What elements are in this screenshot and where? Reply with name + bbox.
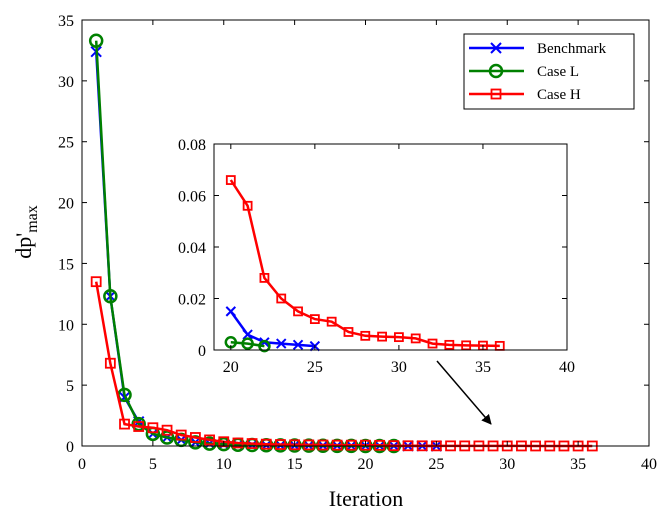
inset-point-case-h xyxy=(461,340,472,351)
main-point-case-h xyxy=(331,439,343,451)
main-point-case-l xyxy=(103,289,118,304)
main-point-case-h xyxy=(317,439,329,451)
main-x-tick-label: 35 xyxy=(570,456,586,473)
main-y-tick-label: 15 xyxy=(58,256,74,273)
x-axis-label: Iteration xyxy=(329,486,404,511)
svg-text:dp'max: dp'max xyxy=(11,205,41,259)
inset-x-tick-label: 35 xyxy=(475,359,491,376)
main-point-case-l xyxy=(202,436,217,451)
main-point-case-h xyxy=(133,421,145,432)
main-y-tick-label: 35 xyxy=(58,13,74,30)
legend: Benchmark Case L Case H xyxy=(463,33,635,110)
inset-y-tick-label: 0.04 xyxy=(178,240,206,257)
main-point-case-h xyxy=(374,439,386,451)
main-y-tick-label: 0 xyxy=(66,439,74,456)
inset-point-case-h xyxy=(293,306,303,317)
y-axis-label-subscript: max xyxy=(24,205,41,233)
inset-plot: 20 25 30 35 40 0 0.02 0.04 0.06 0.08 xyxy=(178,137,575,376)
y-axis-label-main: dp' xyxy=(11,233,36,259)
inset-point-case-h xyxy=(410,333,421,344)
main-y-tick-label: 20 xyxy=(58,196,74,213)
inset-plot-ticks: 20 25 30 35 40 0 0.02 0.04 0.06 0.08 xyxy=(178,137,575,376)
inset-point-case-l xyxy=(241,337,254,350)
main-point-case-h xyxy=(260,438,272,450)
inset-point-case-h xyxy=(427,338,438,349)
inset-point-case-h xyxy=(276,293,287,304)
main-y-tick-label: 30 xyxy=(58,74,74,91)
inset-plot-series xyxy=(224,175,505,353)
main-point-case-h xyxy=(104,357,116,369)
inset-point-benchmark xyxy=(276,338,287,349)
main-x-tick-label: 30 xyxy=(499,456,515,473)
inset-x-tick-label: 30 xyxy=(391,359,407,376)
inset-point-case-h xyxy=(259,272,270,283)
main-x-tick-label: 5 xyxy=(149,456,157,473)
inset-point-case-h xyxy=(225,175,236,185)
inset-point-benchmark xyxy=(292,339,304,351)
legend-item-case-h: Case H xyxy=(469,87,581,103)
legend-label-case-h: Case H xyxy=(537,87,581,103)
main-point-case-h xyxy=(360,439,371,451)
main-point-case-h xyxy=(246,438,258,449)
main-point-case-h xyxy=(90,276,102,288)
legend-label-case-l: Case L xyxy=(537,64,579,80)
inset-point-case-h xyxy=(343,327,354,337)
y-axis-label: dp'max xyxy=(11,205,41,259)
main-x-tick-label: 25 xyxy=(428,456,444,473)
main-point-case-h xyxy=(345,439,357,451)
inset-y-tick-label: 0.08 xyxy=(178,137,206,154)
main-x-tick-label: 10 xyxy=(216,456,232,473)
main-point-case-h xyxy=(161,424,173,436)
main-x-tick-label: 40 xyxy=(641,456,657,473)
main-point-case-h xyxy=(175,429,187,441)
inset-point-case-l xyxy=(258,339,271,353)
main-point-case-h xyxy=(204,434,215,446)
legend-marker-case-h xyxy=(490,88,502,100)
main-point-case-h xyxy=(147,422,159,434)
inset-point-case-h xyxy=(309,314,320,325)
legend-label-benchmark: Benchmark xyxy=(537,41,607,57)
inset-point-case-h xyxy=(326,316,337,327)
inset-point-case-h xyxy=(242,200,253,211)
main-point-case-h xyxy=(303,439,315,451)
main-y-tick-label: 25 xyxy=(58,135,74,152)
inset-point-benchmark xyxy=(242,329,253,340)
inset-y-tick-label: 0.02 xyxy=(178,292,206,309)
main-point-case-h xyxy=(289,439,301,451)
inset-plot-background xyxy=(214,144,567,350)
inset-point-case-h xyxy=(377,331,387,342)
main-point-case-l xyxy=(131,416,146,432)
main-point-case-l xyxy=(216,436,231,452)
zoom-arrow xyxy=(436,360,492,425)
inset-point-case-h xyxy=(394,332,404,343)
inset-y-tick-label: 0 xyxy=(198,343,206,360)
inset-line-case-h xyxy=(229,179,500,348)
main-y-tick-label: 10 xyxy=(58,317,74,334)
inset-y-tick-label: 0.06 xyxy=(178,189,206,206)
main-point-case-h xyxy=(189,432,201,443)
main-x-tick-label: 20 xyxy=(358,456,374,473)
legend-item-case-l: Case L xyxy=(469,63,579,80)
inset-x-tick-label: 25 xyxy=(307,359,323,376)
inset-point-case-h xyxy=(360,330,371,341)
main-point-case-h xyxy=(232,437,244,449)
legend-marker-case-l xyxy=(488,63,504,79)
inset-x-tick-label: 40 xyxy=(559,359,575,376)
legend-marker-benchmark xyxy=(490,42,502,54)
main-y-tick-label: 5 xyxy=(66,378,74,395)
inset-point-case-h xyxy=(444,339,455,350)
main-x-tick-label: 15 xyxy=(287,456,303,473)
main-plot-ticks: 0 5 10 15 20 25 30 35 40 0 5 10 15 20 25 30 35 xyxy=(58,13,657,473)
inset-point-benchmark xyxy=(225,306,237,317)
main-point-case-h xyxy=(275,439,286,450)
legend-item-benchmark: Benchmark xyxy=(469,41,607,57)
main-x-tick-label: 0 xyxy=(78,456,86,473)
main-point-case-l xyxy=(88,33,104,48)
main-point-case-h xyxy=(119,418,130,430)
inset-x-tick-label: 20 xyxy=(223,359,239,376)
